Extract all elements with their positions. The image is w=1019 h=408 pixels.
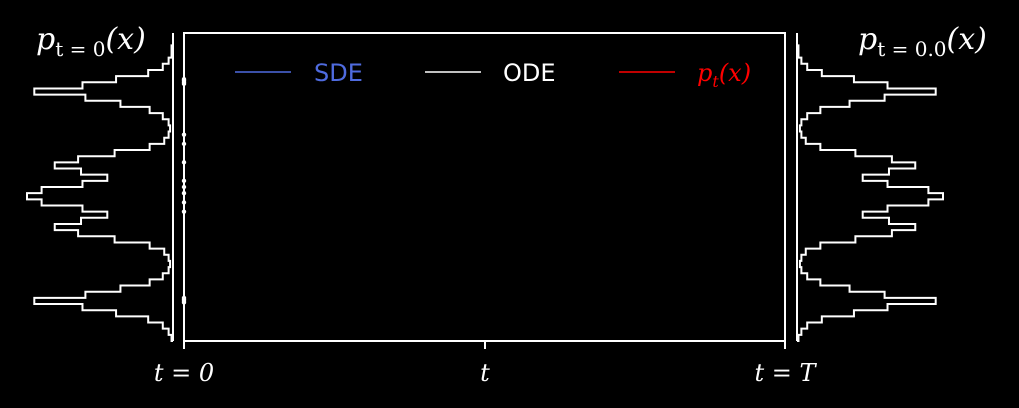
x-tick-label-2: t = T: [754, 359, 817, 387]
initial-sample-point: [181, 300, 187, 305]
x-tick-label-1: t: [480, 359, 490, 387]
left-histogram-curve: [26, 33, 174, 342]
legend-label-sde: SDE: [314, 59, 363, 87]
initial-sample-point: [181, 190, 187, 196]
right-histogram-title: pt = 0.0(x): [858, 22, 987, 61]
initial-sample-point: [181, 184, 187, 190]
initial-sample-point: [181, 132, 187, 137]
initial-sample-point: [181, 81, 187, 87]
initial-sample-point: [181, 178, 187, 184]
initial-sample-point: [181, 200, 187, 205]
initial-samples: [181, 77, 187, 305]
right-histogram-curve: [796, 33, 944, 342]
initial-sample-point: [181, 160, 187, 165]
left-histogram-title: pt = 0(x): [36, 22, 146, 61]
x-tick-label-0: t = 0: [154, 359, 214, 387]
legend-label-pt: pt(x): [697, 59, 751, 91]
initial-sample-point: [181, 141, 187, 147]
legend-label-ode: ODE: [503, 59, 556, 87]
initial-sample-point: [181, 209, 187, 214]
legend: SDE ODE pt(x): [235, 59, 751, 91]
